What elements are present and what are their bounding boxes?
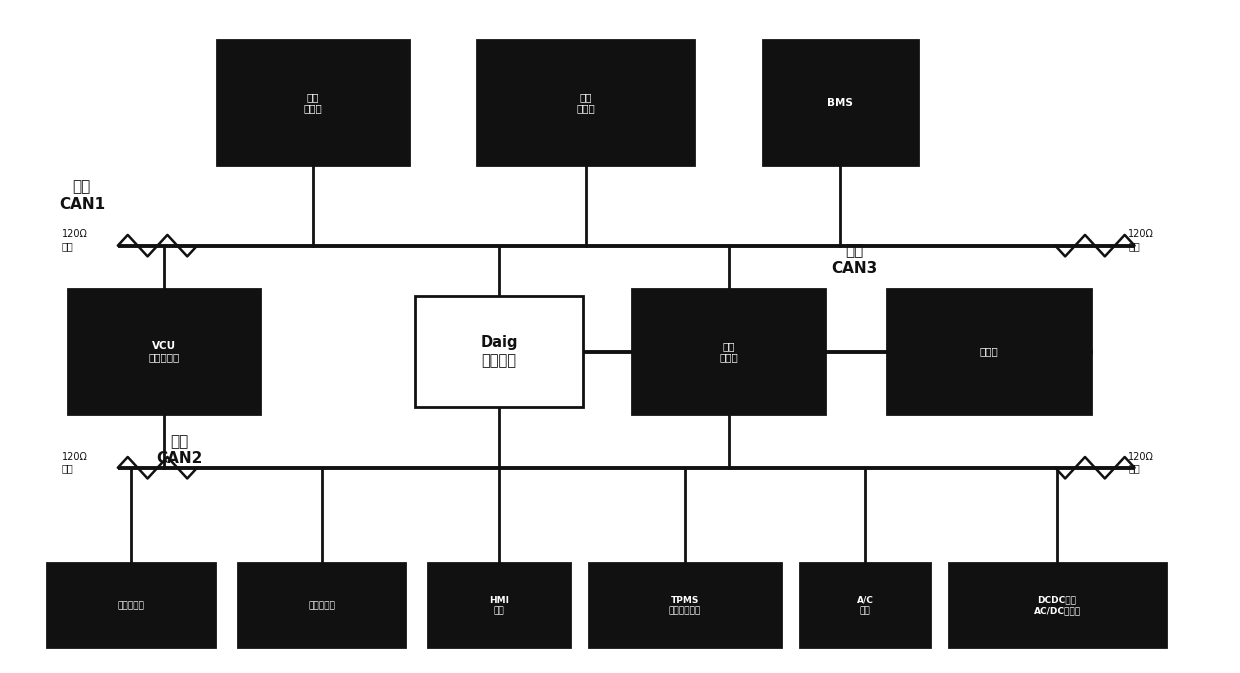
Text: 120Ω
电阻: 120Ω 电阻 bbox=[62, 452, 88, 473]
Text: 充电
控制器: 充电 控制器 bbox=[719, 341, 738, 363]
Text: 电机
控制器: 电机 控制器 bbox=[577, 92, 595, 114]
Bar bbox=[428, 563, 570, 647]
Bar bbox=[47, 563, 215, 647]
Text: BMS: BMS bbox=[827, 98, 853, 108]
Bar bbox=[800, 563, 930, 647]
Text: 副驾驶仪表: 副驾驶仪表 bbox=[309, 601, 335, 610]
Text: 120Ω
电阻: 120Ω 电阻 bbox=[62, 229, 88, 251]
Text: 120Ω
电阻: 120Ω 电阻 bbox=[1128, 452, 1154, 473]
Text: 动力
控制器: 动力 控制器 bbox=[304, 92, 322, 114]
Text: 正驾驶仪表: 正驾驶仪表 bbox=[118, 601, 144, 610]
Bar bbox=[887, 289, 1091, 414]
Text: HMI
仪表: HMI 仪表 bbox=[489, 596, 510, 615]
Text: Daig
测试接头: Daig 测试接头 bbox=[480, 335, 518, 368]
Text: TPMS
胎压监测系统: TPMS 胎压监测系统 bbox=[668, 596, 702, 615]
Bar bbox=[415, 296, 583, 407]
Text: 充电
CAN3: 充电 CAN3 bbox=[831, 244, 877, 276]
Bar bbox=[632, 289, 825, 414]
Text: 动力
CAN1: 动力 CAN1 bbox=[58, 180, 105, 212]
Text: A/C
空调: A/C 空调 bbox=[857, 596, 873, 615]
Text: VCU
整车控制器: VCU 整车控制器 bbox=[149, 341, 180, 363]
Bar bbox=[68, 289, 260, 414]
Text: 信息
CAN2: 信息 CAN2 bbox=[156, 434, 203, 466]
Bar bbox=[238, 563, 405, 647]
Bar bbox=[763, 40, 918, 165]
Bar bbox=[949, 563, 1166, 647]
Text: DCDC变换
AC/DC充电机: DCDC变换 AC/DC充电机 bbox=[1033, 596, 1081, 615]
Text: 120Ω
电阻: 120Ω 电阻 bbox=[1128, 229, 1154, 251]
Text: 充电机: 充电机 bbox=[980, 347, 998, 357]
Bar bbox=[477, 40, 694, 165]
Bar bbox=[217, 40, 409, 165]
Bar bbox=[589, 563, 781, 647]
